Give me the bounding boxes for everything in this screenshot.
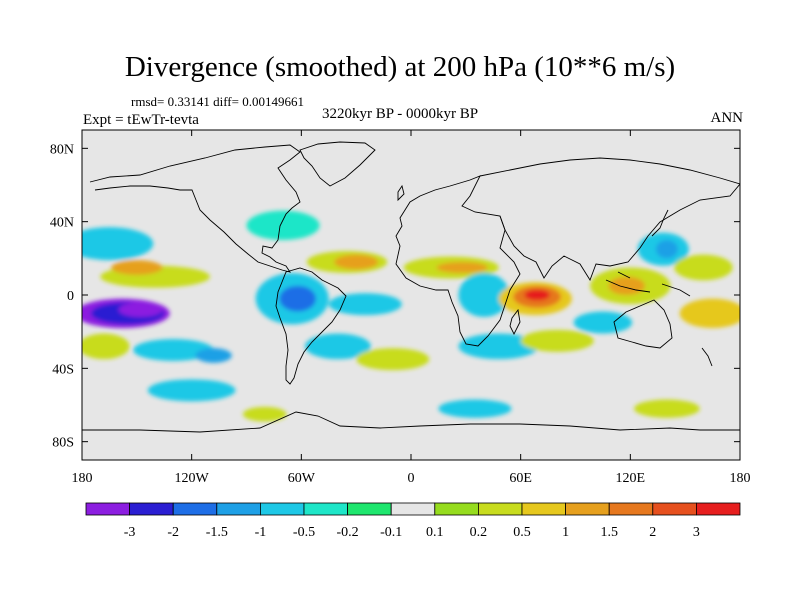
colorbar-swatch-3 — [216, 502, 261, 516]
colorbar-swatch-6 — [347, 502, 392, 516]
japan-coast — [651, 209, 669, 237]
colorbar-swatch-0 — [85, 502, 130, 516]
colorbar-swatch-14 — [696, 502, 741, 516]
anomaly-blob-35 — [242, 406, 287, 422]
colorbar-label: 3 — [693, 525, 700, 540]
season-label: ANN — [710, 110, 744, 126]
colorbar-label: -0.2 — [337, 525, 359, 540]
antarctica-coast — [82, 411, 740, 433]
colorbar-swatch-12 — [608, 502, 654, 516]
colorbar-label: -0.1 — [380, 525, 402, 540]
anomaly-field — [82, 210, 740, 422]
indonesia-coast — [605, 271, 691, 297]
period-label: 3220kyr BP - 0000kyr BP — [322, 106, 479, 122]
anomaly-blob-2 — [118, 302, 163, 317]
north-america-coast — [89, 144, 301, 273]
rmsd-diff-stats: rmsd= 0.33141 diff= 0.00149661 — [131, 94, 304, 109]
colorbar-label: 0.5 — [513, 525, 531, 540]
colorbar-swatch-13 — [652, 502, 697, 516]
anomaly-blob-32 — [674, 254, 733, 281]
colorbar-label: 0.1 — [426, 525, 444, 540]
colorbar-swatch-11 — [565, 502, 610, 516]
colorbar-swatch-10 — [521, 502, 566, 516]
uk-coast — [397, 184, 405, 202]
anomaly-blob-25 — [520, 329, 594, 352]
axis-ticks: 180 120W 60W 0 60E 120E 180 80N 40N 0 40S 80S — [50, 130, 751, 486]
colorbar-label: 1 — [562, 525, 569, 540]
colorbar-swatch-5 — [303, 502, 348, 516]
coastlines — [82, 141, 740, 433]
lon-tick-label: 60W — [288, 471, 316, 486]
lat-tick-label: 80N — [50, 142, 74, 157]
anomaly-blob-34 — [633, 399, 700, 418]
colorbar-swatch-9 — [477, 502, 523, 516]
anomaly-blob-30 — [655, 240, 678, 259]
anomaly-blob-15 — [328, 293, 402, 316]
lon-tick-label: 120W — [175, 471, 210, 486]
madagascar-coast — [509, 308, 521, 336]
south-america-coast — [275, 267, 347, 385]
anomaly-blob-8 — [195, 348, 232, 363]
asia-coast — [479, 157, 740, 282]
lon-tick-label: 180 — [72, 471, 93, 486]
anomaly-blob-3 — [82, 227, 154, 261]
anomaly-blob-20 — [458, 273, 510, 317]
europe-africa-coast — [395, 175, 521, 347]
anomaly-blob-26 — [573, 311, 633, 334]
lon-tick-label: 120E — [616, 471, 646, 486]
colorbar-label: 0.2 — [470, 525, 488, 540]
anomaly-blob-24 — [458, 333, 539, 360]
lat-tick-label: 80S — [52, 436, 74, 451]
colorbar-swatch-2 — [172, 502, 218, 516]
anomaly-blob-14 — [334, 254, 379, 270]
anomaly-blob-12 — [246, 210, 320, 240]
colorbar-swatch-8 — [434, 502, 479, 516]
lon-tick-label: 180 — [730, 471, 751, 486]
colorbar-swatch-4 — [259, 502, 305, 516]
colorbar-label: 1.5 — [600, 525, 618, 540]
colorbar-label: -0.5 — [293, 525, 315, 540]
colorbar-label: -1.5 — [206, 525, 228, 540]
experiment-label: Expt = tEwTr-tevta — [83, 112, 199, 128]
colorbar-label: 2 — [649, 525, 656, 540]
anomaly-blob-9 — [147, 379, 236, 402]
lat-tick-label: 40S — [52, 362, 74, 377]
anomaly-blob-7 — [133, 339, 214, 361]
anomaly-blob-28 — [608, 276, 645, 296]
colorbar: -3 -2 -1.5 -1 -0.5 -0.2 -0.1 0.1 0.2 0.5 1 1.5 2 3 — [85, 502, 741, 540]
lat-tick-label: 40N — [50, 216, 74, 231]
colorbar-label: -1 — [255, 525, 267, 540]
anomaly-blob-6 — [82, 333, 130, 360]
lon-tick-label: 0 — [408, 471, 415, 486]
anomaly-blob-11 — [279, 285, 316, 312]
colorbar-label: -2 — [167, 525, 179, 540]
anomaly-blob-33 — [438, 399, 512, 418]
plot-title: Divergence (smoothed) at 200 hPa (10**6 … — [124, 51, 676, 83]
anomaly-blob-23 — [524, 289, 550, 301]
greenland-coast — [299, 141, 376, 187]
anomaly-blob-17 — [356, 348, 430, 371]
anomaly-blob-5 — [111, 260, 163, 275]
anomaly-blob-19 — [436, 262, 488, 273]
colorbar-swatch-7 — [390, 502, 436, 516]
colorbar-label: -3 — [124, 525, 136, 540]
colorbar-swatch-1 — [129, 502, 174, 516]
new-zealand-coast — [701, 347, 713, 367]
anomaly-blob-31 — [679, 298, 740, 328]
anomaly-blob-16 — [304, 333, 371, 360]
australia-coast — [613, 299, 673, 349]
lat-tick-label: 0 — [67, 289, 74, 304]
lon-tick-label: 60E — [509, 471, 532, 486]
